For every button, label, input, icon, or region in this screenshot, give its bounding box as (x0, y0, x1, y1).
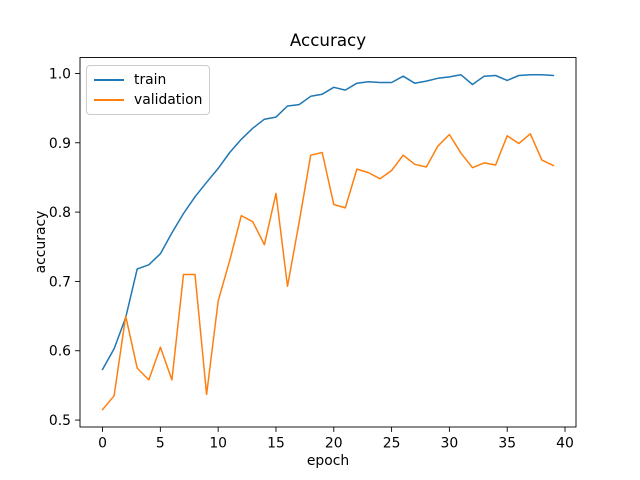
chart-title: Accuracy (290, 30, 366, 50)
series-line-validation (101, 133, 555, 411)
x-tick-label: 25 (383, 436, 401, 452)
legend: train validation (86, 65, 210, 115)
validation-line-swatch (94, 99, 124, 101)
x-tick-label: 20 (325, 436, 343, 452)
x-tick-label: 35 (498, 436, 516, 452)
series-lines (101, 74, 555, 411)
x-tick-label: 5 (156, 436, 165, 452)
series-line-train (101, 74, 555, 371)
x-tick-label: 15 (267, 436, 285, 452)
legend-item-validation: validation (94, 90, 203, 110)
y-tick-label: 1.0 (49, 66, 71, 82)
plot-border (79, 57, 577, 428)
legend-item-train: train (94, 70, 203, 90)
y-axis-label: accuracy (33, 211, 49, 274)
x-axis-label: epoch (307, 453, 349, 469)
y-tick-label: 0.6 (49, 344, 71, 360)
y-tick-label: 0.9 (49, 136, 71, 152)
legend-label-train: train (134, 72, 167, 88)
legend-label-validation: validation (134, 92, 203, 108)
y-tick-label: 0.5 (49, 413, 71, 429)
x-tick-label: 40 (556, 436, 574, 452)
train-line-swatch (94, 79, 124, 81)
y-tick-label: 0.8 (49, 205, 71, 221)
x-tick-label: 0 (98, 436, 107, 452)
x-tick-label: 10 (209, 436, 227, 452)
y-tick-label: 0.7 (49, 274, 71, 290)
x-tick-label: 30 (441, 436, 459, 452)
axis-ticks: 0 5 10 15 20 25 30 35 40 0.5 0.6 0.7 0.8 0.9 1.0 (49, 66, 574, 451)
